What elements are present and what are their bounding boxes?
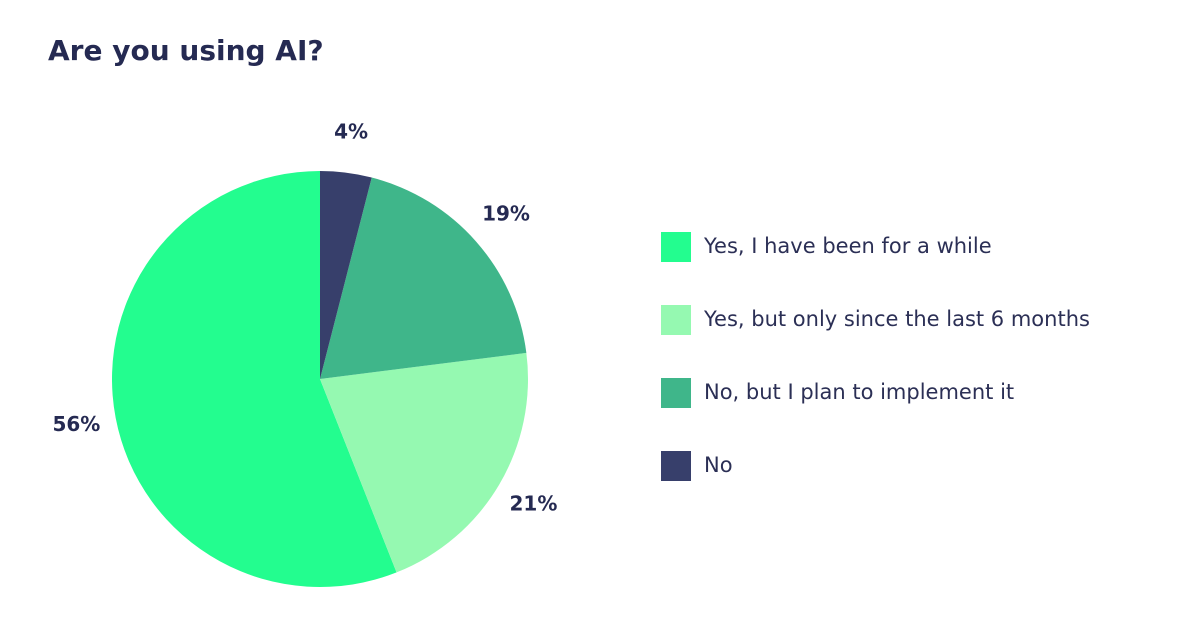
pie-slice [320, 171, 372, 379]
value-label: 4% [334, 119, 368, 143]
legend-label: No [704, 453, 733, 477]
pie-slice [112, 171, 397, 587]
pie-slice [320, 177, 527, 379]
legend-swatch [661, 305, 691, 335]
value-label: 56% [52, 412, 100, 436]
chart-title: Are you using AI? [48, 34, 324, 67]
legend-label: Yes, I have been for a while [703, 234, 992, 258]
legend-swatch [661, 378, 691, 408]
legend-label: No, but I plan to implement it [704, 380, 1014, 404]
legend-swatch [661, 451, 691, 481]
pie-slice [320, 352, 528, 573]
value-label: 21% [510, 492, 558, 516]
legend-swatch [661, 232, 691, 262]
legend-label: Yes, but only since the last 6 months [703, 307, 1090, 331]
value-label: 19% [482, 201, 530, 225]
